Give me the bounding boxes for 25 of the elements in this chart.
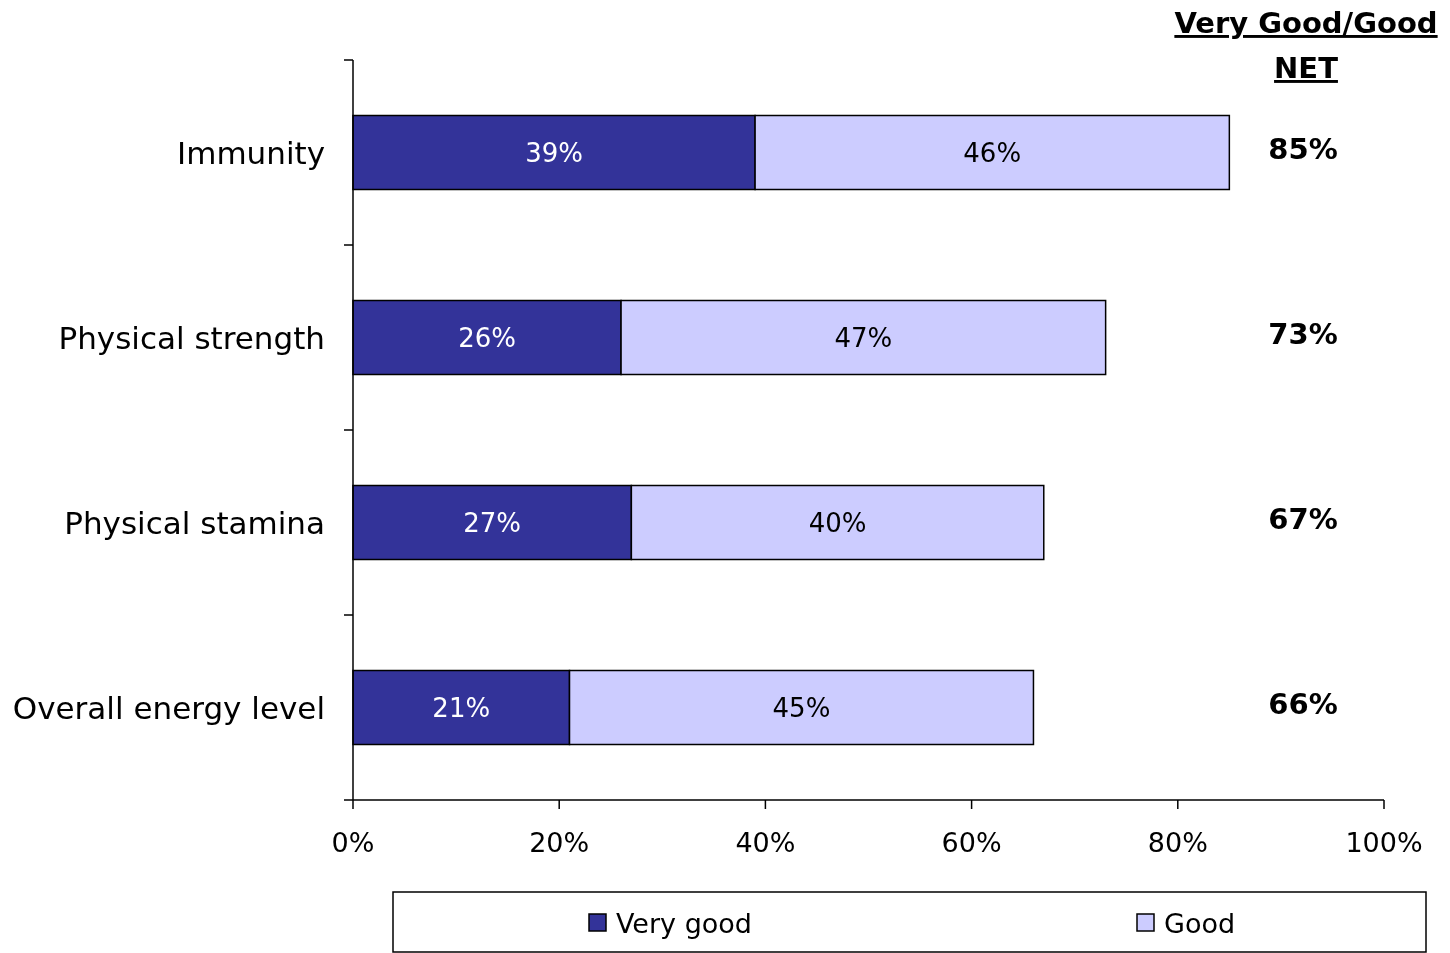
- x-tick-label: 40%: [735, 827, 796, 858]
- data-label: 26%: [458, 322, 516, 353]
- data-label: 39%: [525, 137, 583, 168]
- y-tick-label: Overall energy level: [12, 689, 325, 726]
- data-label: 21%: [432, 692, 491, 723]
- legend-label: Very good: [616, 907, 752, 939]
- x-tick-label: 0%: [331, 827, 375, 858]
- y-tick-label: Physical stamina: [64, 504, 325, 541]
- annotation: 66%: [1268, 686, 1338, 721]
- annotation: Very Good/Good NET: [1174, 6, 1438, 85]
- x-tick-label: 100%: [1345, 827, 1423, 858]
- x-tick-label: 80%: [1147, 827, 1208, 858]
- data-label: 46%: [963, 137, 1022, 168]
- x-tick-label: 60%: [941, 827, 1002, 858]
- data-label: 40%: [808, 507, 867, 538]
- data-label: 45%: [772, 692, 831, 723]
- annotation: 85%: [1268, 131, 1338, 166]
- y-tick-label: Physical strength: [58, 319, 325, 356]
- legend-label: Good: [1164, 907, 1236, 939]
- data-label: 27%: [463, 507, 522, 538]
- x-tick-label: 20%: [529, 827, 590, 858]
- annotation: 67%: [1268, 501, 1338, 536]
- annotation: 73%: [1268, 316, 1338, 351]
- y-tick-label: Immunity: [177, 134, 325, 171]
- data-label: 47%: [834, 322, 893, 353]
